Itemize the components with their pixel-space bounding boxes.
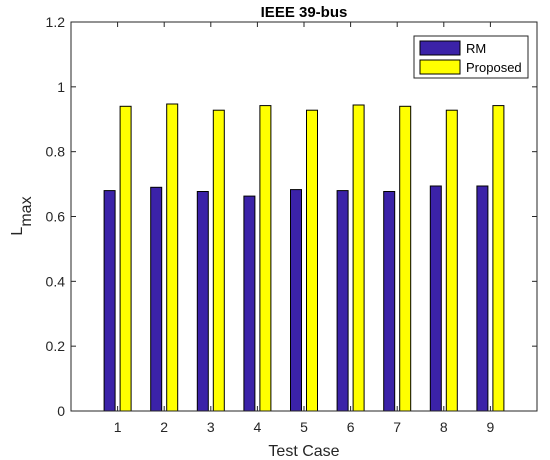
bar-rm-6 — [336, 190, 349, 412]
bar-proposed-7 — [399, 105, 412, 412]
y-axis-label-main: L — [9, 227, 26, 236]
bar-rm-3 — [196, 191, 209, 412]
legend: RM Proposed — [413, 35, 529, 79]
x-tick-label: 4 — [254, 419, 262, 435]
bar-proposed-8 — [445, 109, 458, 412]
bar-proposed-2 — [166, 103, 179, 412]
bar-rm-8 — [429, 185, 442, 412]
x-tick-label: 8 — [440, 419, 448, 435]
bar-rm-7 — [383, 191, 396, 412]
x-tick-label: 7 — [393, 419, 401, 435]
y-axis-label: Lmax — [9, 196, 35, 235]
y-tick-label: 0.8 — [46, 144, 66, 160]
x-tick-label: 9 — [487, 419, 495, 435]
y-tick-label: 0.6 — [46, 209, 66, 225]
chart-title: IEEE 39-bus — [261, 4, 348, 21]
bar-rm-1 — [103, 190, 116, 412]
y-axis-label-subscript: max — [18, 196, 35, 226]
legend-swatch-proposed — [419, 59, 461, 75]
x-axis: 1 2 3 4 5 6 7 8 9 — [114, 22, 495, 435]
bar-proposed-3 — [212, 109, 225, 412]
x-tick-label: 1 — [114, 419, 122, 435]
legend-label-rm: RM — [466, 41, 486, 56]
x-tick-label: 6 — [347, 419, 355, 435]
y-tick-label: 0 — [57, 403, 65, 419]
legend-swatch-rm — [419, 40, 461, 56]
bar-rm-9 — [476, 185, 489, 412]
x-tick-label: 2 — [160, 419, 168, 435]
plot-area — [71, 22, 537, 411]
bar-proposed-9 — [492, 105, 505, 412]
x-tick-label: 3 — [207, 419, 215, 435]
bar-proposed-6 — [352, 104, 365, 412]
bar-rm-5 — [290, 189, 302, 412]
bar-proposed-4 — [259, 105, 272, 412]
bar-rm-2 — [150, 186, 163, 412]
bar-proposed-1 — [119, 105, 132, 412]
bar-proposed-5 — [306, 109, 318, 412]
x-tick-label: 5 — [300, 419, 308, 435]
legend-label-proposed: Proposed — [466, 60, 522, 75]
y-tick-label: 0.4 — [46, 273, 66, 289]
y-tick-label: 1.2 — [46, 14, 66, 30]
bars-layer — [103, 103, 505, 412]
bar-rm-4 — [243, 195, 256, 412]
y-tick-label: 1 — [57, 79, 65, 95]
y-tick-label: 0.2 — [46, 338, 66, 354]
y-axis: 0 0.2 0.4 0.6 0.8 1 1.2 — [46, 14, 537, 419]
x-axis-label: Test Case — [268, 443, 339, 460]
